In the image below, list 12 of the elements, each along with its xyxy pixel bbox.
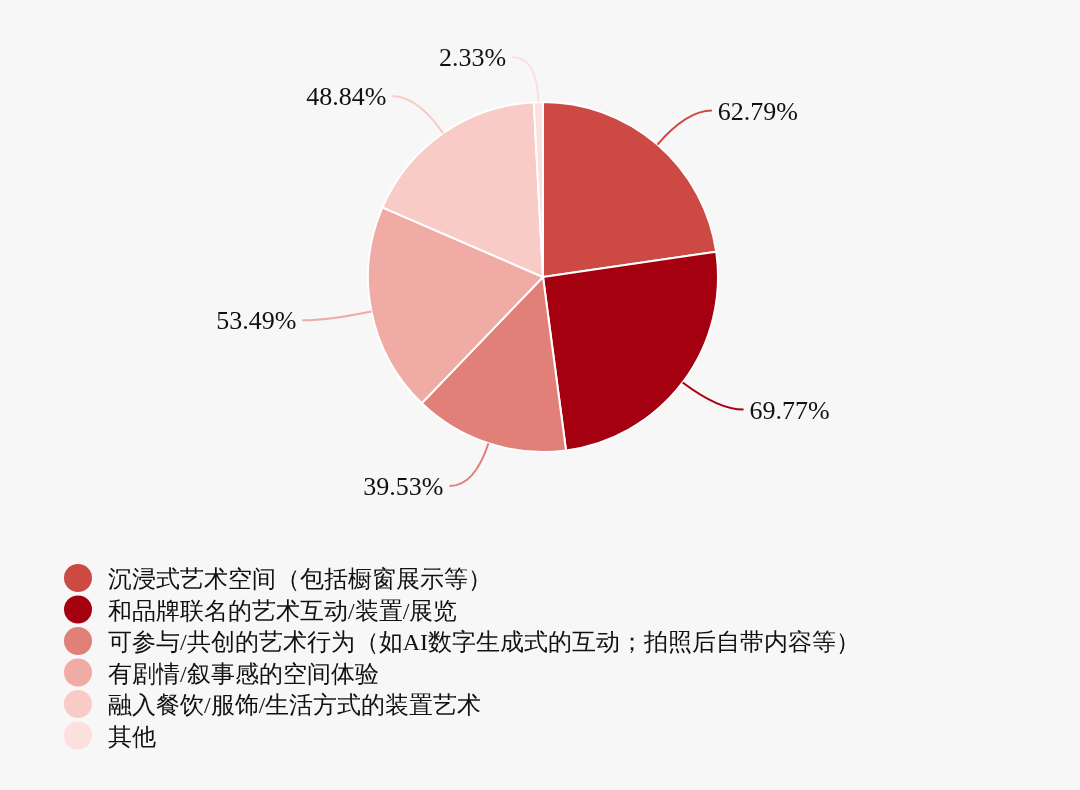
legend-label: 有剧情/叙事感的空间体验 — [108, 660, 379, 687]
legend-label: 其他 — [108, 723, 156, 750]
data-label: 48.84% — [306, 82, 387, 112]
data-label: 2.33% — [439, 43, 507, 73]
legend-label: 和品牌联名的艺术互动/装置/展览 — [108, 597, 458, 624]
data-label: 53.49% — [216, 306, 297, 336]
data-label: 69.77% — [749, 395, 830, 425]
data-label: 39.53% — [363, 472, 444, 502]
legend-label: 可参与/共创的艺术行为（如AI数字生成式的互动；拍照后自带内容等） — [108, 629, 860, 655]
data-label: 62.79% — [717, 96, 799, 126]
legend-label: 沉浸式艺术空间（包括橱窗展示等） — [108, 566, 492, 592]
legend-label: 融入餐饮/服饰/生活方式的装置艺术 — [108, 692, 482, 718]
